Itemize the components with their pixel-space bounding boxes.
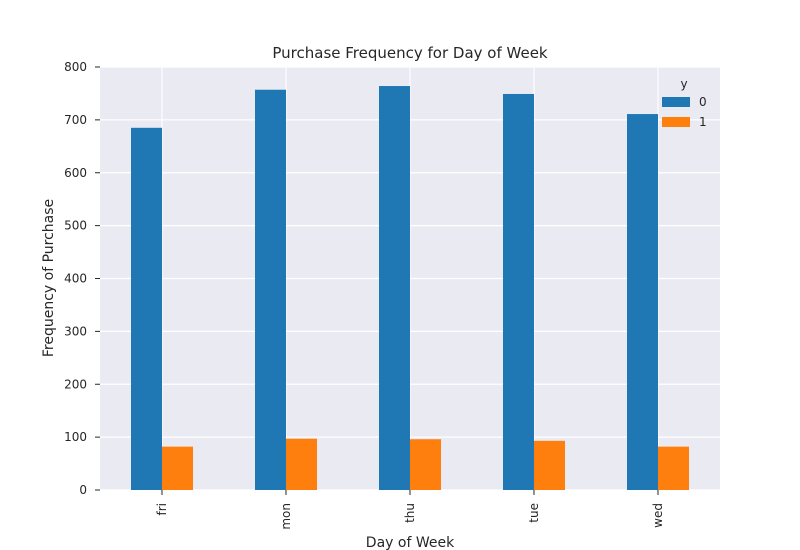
x-tick-label: thu	[403, 503, 417, 523]
bar-mon-series-1	[286, 438, 317, 490]
x-tick-label: mon	[279, 503, 293, 530]
y-tick-label: 800	[64, 60, 87, 74]
bar-mon-series-0	[255, 89, 286, 490]
legend-label: 1	[699, 115, 707, 129]
y-axis-ticks: 0 100 200 300 400 500 600 700 800	[64, 60, 100, 497]
bar-thu-series-0	[379, 86, 410, 490]
y-tick-label: 0	[79, 483, 87, 497]
x-tick-label: fri	[155, 503, 169, 516]
x-tick-label: wed	[651, 503, 665, 528]
legend-items: 01	[662, 95, 707, 129]
x-axis-label: Day of Week	[366, 535, 455, 550]
y-tick-label: 200	[64, 377, 87, 391]
y-tick-label: 400	[64, 272, 87, 286]
bar-wed-series-0	[627, 114, 658, 490]
y-tick-label: 700	[64, 113, 87, 127]
y-tick-label: 600	[64, 166, 87, 180]
y-tick-label: 500	[64, 219, 87, 233]
bar-wed-series-1	[658, 446, 689, 490]
x-axis-ticks: fri mon thu tue wed	[155, 490, 665, 530]
bar-thu-series-1	[410, 439, 441, 490]
bar-tue-series-1	[534, 440, 565, 490]
y-axis-label: Frequency of Purchase	[41, 199, 57, 357]
chart-title: Purchase Frequency for Day of Week	[272, 44, 548, 62]
legend: y 01	[662, 77, 707, 129]
legend-label: 0	[699, 95, 707, 109]
bar-tue-series-0	[503, 93, 534, 490]
y-tick-label: 100	[64, 430, 87, 444]
y-tick-label: 300	[64, 324, 87, 338]
bars	[131, 86, 689, 491]
x-tick-label: tue	[527, 503, 541, 523]
bar-fri-series-0	[131, 127, 162, 491]
legend-swatch-0	[662, 97, 690, 107]
legend-title: y	[680, 77, 687, 91]
legend-swatch-1	[662, 117, 690, 127]
bar-fri-series-1	[162, 446, 193, 490]
